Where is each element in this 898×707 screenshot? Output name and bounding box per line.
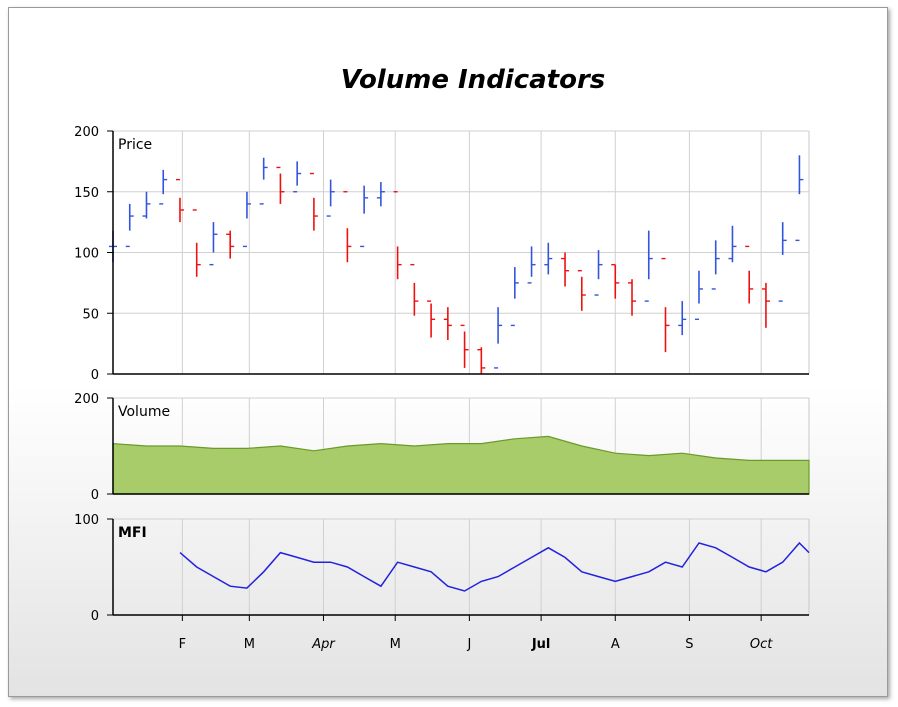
panel-label-price: Price bbox=[118, 137, 152, 153]
x-tick-label: Apr bbox=[311, 637, 336, 652]
grid-layer bbox=[113, 130, 810, 616]
panel-label-layer: Price Volume MFI bbox=[118, 137, 170, 541]
x-tick-label: S bbox=[685, 637, 693, 652]
y-tick-label: 200 bbox=[74, 125, 99, 140]
x-tick-label: F bbox=[179, 637, 186, 652]
y-tick-label: 100 bbox=[74, 513, 99, 528]
chart-title: Volume Indicators bbox=[341, 65, 606, 95]
axis-layer: F M Apr M J Jul A S Oct 200 150 100 50 0 200 0 100 0 bbox=[74, 125, 809, 652]
y-tick-label: 0 bbox=[91, 488, 99, 503]
price-ohlc-layer bbox=[109, 155, 804, 374]
x-tick-label: Oct bbox=[750, 637, 773, 652]
x-tick-label: M bbox=[244, 637, 255, 652]
volume-area-layer bbox=[112, 435, 810, 495]
y-tick-label: 0 bbox=[91, 368, 99, 383]
x-tick-label: A bbox=[611, 637, 620, 652]
mfi-line bbox=[179, 541, 810, 592]
chart-frame: Volume Indicators F M Apr M J Jul A S Oct 200 150 1… bbox=[8, 7, 888, 697]
volume-area bbox=[112, 435, 810, 495]
y-tick-label: 0 bbox=[91, 609, 99, 624]
panel-label-mfi: MFI bbox=[118, 525, 147, 541]
x-tick-label: M bbox=[390, 637, 401, 652]
y-tick-label: 50 bbox=[82, 307, 99, 322]
panel-label-volume: Volume bbox=[118, 404, 170, 420]
x-tick-label: Jul bbox=[531, 637, 551, 652]
y-tick-label: 150 bbox=[74, 186, 99, 201]
y-tick-label: 100 bbox=[74, 247, 99, 262]
chart-canvas: Volume Indicators F M Apr M J Jul A S Oct 200 150 1… bbox=[74, 65, 810, 652]
mfi-line-layer bbox=[179, 541, 810, 592]
y-tick-label: 200 bbox=[74, 392, 99, 407]
x-tick-label: J bbox=[466, 637, 471, 652]
